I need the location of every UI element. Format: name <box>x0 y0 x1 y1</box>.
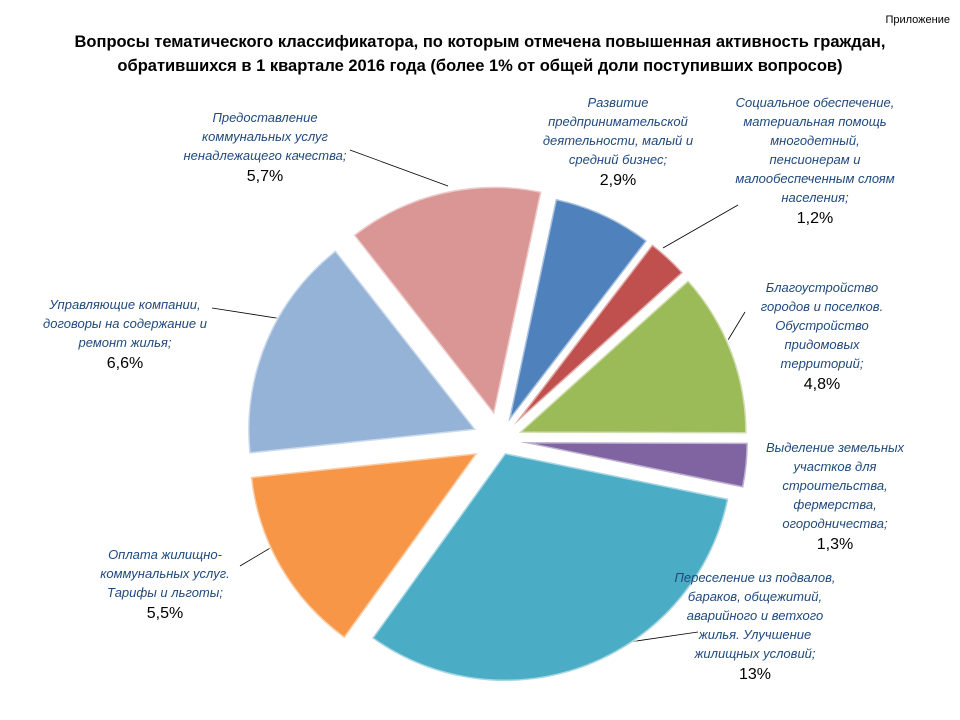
category-label: Социальное обеспечение, материальная пом… <box>735 95 895 205</box>
slice-label: Социальное обеспечение, материальная пом… <box>730 93 900 228</box>
value-label: 5,7% <box>246 168 284 185</box>
slice-label: Переселение из подвалов, бараков, общежи… <box>670 568 840 684</box>
leader-line <box>349 149 449 187</box>
value-label: 1,3% <box>816 536 854 553</box>
slice-label: Выделение земельных участков для строите… <box>750 438 920 554</box>
pie-slice <box>369 451 731 683</box>
pie-slice <box>514 278 749 435</box>
category-label: Оплата жилищно-коммунальных услуг. Тариф… <box>100 547 230 600</box>
category-label: Переселение из подвалов, бараков, общежи… <box>674 570 836 661</box>
pie-slice <box>512 242 686 427</box>
pie-slice <box>246 248 479 456</box>
value-label: 1,2% <box>796 210 834 227</box>
slice-label: Управляющие компании, договоры на содерж… <box>35 295 215 373</box>
value-label: 13% <box>738 666 772 683</box>
value-label: 5,5% <box>146 605 184 622</box>
category-label: Развитие предпринимательской деятельност… <box>542 95 694 167</box>
slice-label: Развитие предпринимательской деятельност… <box>528 93 708 190</box>
pie-slice <box>249 451 481 641</box>
slice-label: Предоставление коммунальных услуг ненадл… <box>180 108 350 186</box>
appendix-label: Приложение <box>885 14 950 26</box>
category-label: Управляющие компании, договоры на содерж… <box>43 297 207 350</box>
slice-label: Благоустройство городов и поселков. Обус… <box>747 278 897 394</box>
pie-slice <box>506 197 650 423</box>
value-label: 4,8% <box>803 376 841 393</box>
slice-label: Оплата жилищно-коммунальных услуг. Тариф… <box>75 545 255 623</box>
chart-title: Вопросы тематического классификатора, по… <box>74 33 886 75</box>
value-label: 2,9% <box>599 172 637 189</box>
pie-slice <box>351 185 544 419</box>
category-label: Выделение земельных участков для строите… <box>765 440 905 531</box>
category-label: Предоставление коммунальных услуг ненадл… <box>183 110 347 163</box>
leader-line <box>727 311 746 341</box>
category-label: Благоустройство городов и поселков. Обус… <box>760 280 884 371</box>
leader-line <box>662 204 739 249</box>
leader-lines <box>211 149 746 649</box>
pie-slice <box>519 440 750 490</box>
value-label: 6,6% <box>106 355 144 372</box>
